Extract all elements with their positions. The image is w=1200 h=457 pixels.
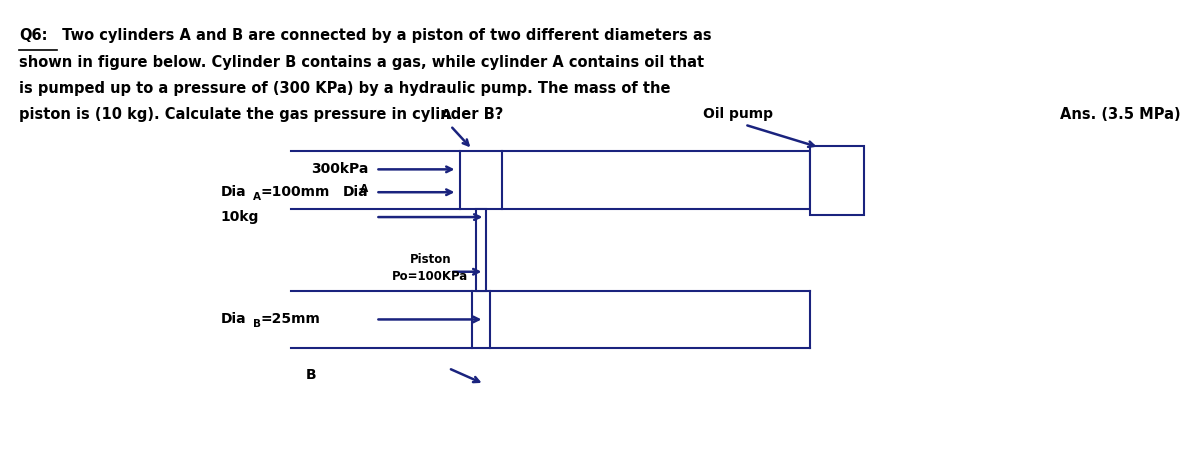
Text: =100mm: =100mm [260, 185, 330, 199]
Text: Dia: Dia [221, 313, 246, 326]
Text: Two cylinders A and B are connected by a piston of two different diameters as: Two cylinders A and B are connected by a… [58, 28, 712, 43]
Text: is pumped up to a pressure of (300 KPa) by a hydraulic pump. The mass of the: is pumped up to a pressure of (300 KPa) … [19, 81, 671, 96]
Text: Ans. (3.5 MPa): Ans. (3.5 MPa) [1060, 107, 1181, 122]
Bar [476, 209, 486, 291]
Text: =25mm: =25mm [260, 313, 320, 326]
Text: A: A [353, 184, 368, 194]
Text: Oil pump: Oil pump [703, 106, 773, 121]
Text: piston is (10 kg). Calculate the gas pressure in cylinder B?: piston is (10 kg). Calculate the gas pre… [19, 107, 504, 122]
Text: Q6:: Q6: [19, 28, 48, 43]
Text: Po=100KPa: Po=100KPa [392, 270, 468, 283]
Bar [461, 151, 503, 209]
Text: A: A [253, 192, 260, 202]
Text: Dia: Dia [221, 185, 246, 199]
Bar [473, 291, 491, 348]
Text: B: B [253, 319, 260, 329]
Bar [810, 145, 864, 215]
Text: Dia: Dia [343, 185, 368, 199]
Text: 300kPa: 300kPa [311, 162, 368, 176]
Text: A: A [440, 108, 451, 122]
Text: 10kg: 10kg [221, 210, 259, 224]
Text: B: B [305, 368, 316, 382]
Text: Piston: Piston [409, 253, 451, 266]
Text: shown in figure below. Cylinder B contains a gas, while cylinder A contains oil : shown in figure below. Cylinder B contai… [19, 54, 704, 69]
